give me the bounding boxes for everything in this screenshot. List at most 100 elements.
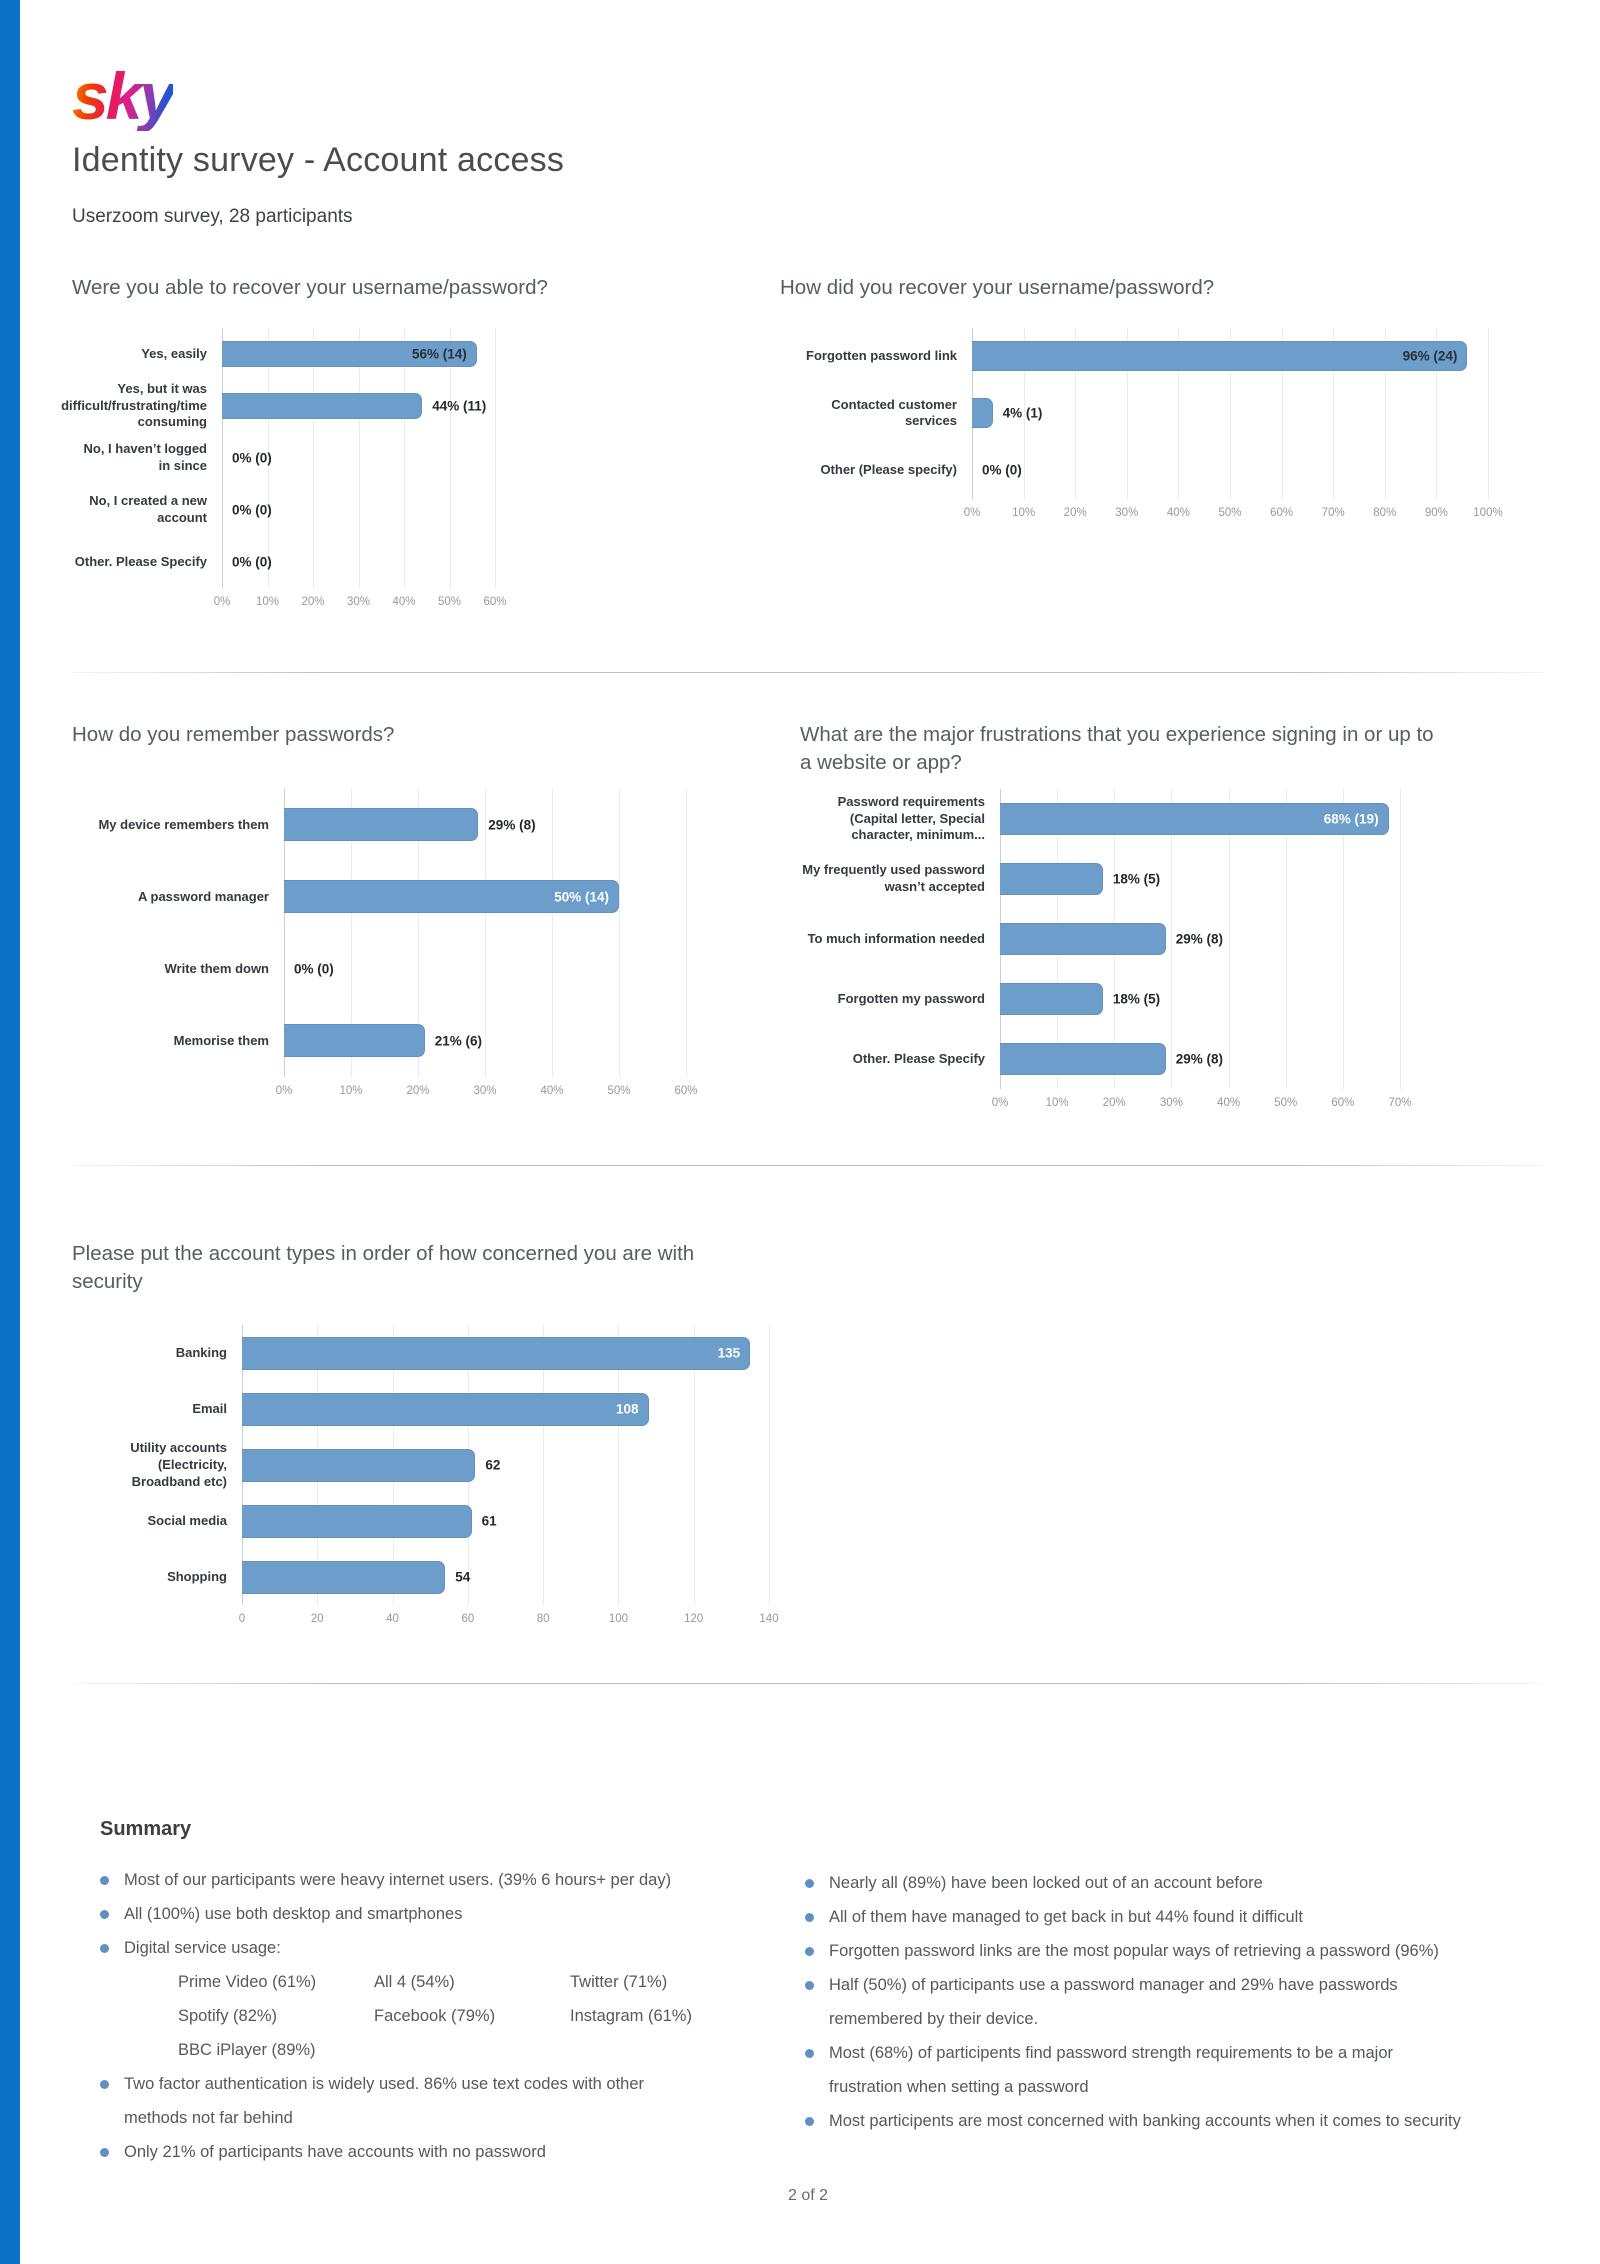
summary-bullet: All (100%) use both desktop and smartpho… bbox=[100, 1897, 805, 1931]
gridline bbox=[1230, 327, 1231, 499]
bullet-text: Only 21% of participants have accounts w… bbox=[124, 2143, 546, 2162]
summary-bullet: Half (50%) of participants use a passwor… bbox=[805, 1968, 1534, 2036]
gridline bbox=[693, 1325, 695, 1606]
usage-item: Prime Video (61%) bbox=[178, 1973, 317, 1992]
bullet-dot-icon bbox=[805, 2117, 814, 2127]
bullet-dot-icon bbox=[805, 1913, 814, 1923]
category-label: Password requirements (Capital letter, S… bbox=[837, 793, 985, 843]
bar bbox=[1000, 802, 1389, 835]
bar bbox=[222, 392, 423, 419]
axis-tick-label: 70% bbox=[1321, 506, 1345, 519]
value-label: 108 bbox=[616, 1401, 639, 1417]
usage-item: Spotify (82%) bbox=[178, 2007, 278, 2026]
bar-row: 50% (14) bbox=[284, 861, 686, 933]
gridline bbox=[313, 327, 314, 588]
bar-row: 18% (5) bbox=[1000, 969, 1400, 1029]
gridline bbox=[222, 327, 223, 588]
value-label: 0% (0) bbox=[232, 502, 272, 518]
gridline bbox=[417, 788, 419, 1077]
gridline bbox=[543, 1325, 545, 1606]
sky-logo: sky bbox=[72, 59, 176, 133]
axis-tick-label: 20% bbox=[301, 595, 325, 608]
bullet-text: Most of our participants were heavy inte… bbox=[124, 1871, 672, 1890]
bar-row: 0% (0) bbox=[222, 484, 495, 536]
axis-tick-label: 30% bbox=[1159, 1096, 1183, 1109]
axis-tick-label: 10% bbox=[1012, 506, 1036, 519]
gridlines bbox=[284, 788, 687, 1077]
bullet-content: Most of our participants were heavy inte… bbox=[124, 1863, 805, 1897]
gridline bbox=[618, 1325, 620, 1606]
axis-tick-label: 60 bbox=[461, 1613, 475, 1626]
bar-row: 0% (0) bbox=[222, 432, 495, 484]
bar-row: 0% (0) bbox=[972, 442, 1488, 499]
bullet-content: Most participents are most concerned wit… bbox=[829, 2104, 1534, 2138]
x-axis: 0% 10% 20% 30% 40% 50% 60% bbox=[214, 595, 507, 616]
axis-tick-label: 30% bbox=[1115, 506, 1139, 519]
axis-tick-label: 30% bbox=[473, 1084, 497, 1097]
gridline bbox=[1281, 327, 1283, 499]
axis-tick-label: 40 bbox=[386, 1613, 399, 1626]
bar-holder: 18% (5) bbox=[1000, 982, 1400, 1015]
category-label: Social media bbox=[147, 1512, 227, 1528]
value-label: 29% (8) bbox=[488, 817, 536, 833]
category-label: Banking bbox=[175, 1344, 227, 1360]
bar-holder: 56% (14) bbox=[222, 340, 495, 367]
axis-tick-label: 50% bbox=[1274, 1096, 1298, 1109]
chart-title: Were you able to recover your username/p… bbox=[72, 276, 548, 300]
plot-rows: 135 108 62 61 54 bbox=[242, 1325, 770, 1606]
x-axis: 0 20 40 60 80 100 120 140 bbox=[239, 1613, 779, 1633]
bar bbox=[242, 1336, 751, 1370]
chart-remember-passwords: How do you remember passwords? My device… bbox=[72, 721, 800, 1117]
x-axis: 0% 10% 20% 30% 40% 50% 60% bbox=[276, 1084, 698, 1105]
chart-canvas: Password requirements (Capital letter, S… bbox=[800, 788, 1544, 1117]
bar bbox=[284, 808, 479, 842]
gridline bbox=[686, 788, 687, 1077]
plot-area: 68% (19) 18% (5) 29% (8) 18% (5) 29% (8) 0% 10… bbox=[992, 788, 1412, 1117]
axis-tick-label: 50% bbox=[437, 595, 462, 608]
category-label: Utility accounts (Electricity, Broadband… bbox=[130, 1439, 227, 1489]
category-labels: Banking Email Utility accounts (Electricit… bbox=[72, 1325, 242, 1605]
bar-holder: 21% (6) bbox=[284, 1024, 686, 1058]
chart-body: Password requirements (Capital letter, S… bbox=[800, 788, 1544, 1117]
bar-holder: 0% (0) bbox=[222, 445, 495, 471]
summary-bullet: Most (68%) of participents find password… bbox=[805, 2036, 1534, 2104]
left-accent-stripe bbox=[0, 0, 20, 2264]
bar-holder: 4% (1) bbox=[972, 398, 1488, 429]
bar bbox=[972, 398, 993, 429]
digital-usage-grid: Prime Video (61%) All 4 (54%) Twitter (71%… bbox=[178, 1965, 805, 2067]
bar bbox=[1000, 1042, 1166, 1075]
axis-tick-label: 80 bbox=[536, 1613, 550, 1626]
axis-tick-label: 40% bbox=[540, 1084, 564, 1097]
axis-tick-label: 80% bbox=[1373, 506, 1397, 519]
category-label: A password manager bbox=[137, 888, 269, 904]
axis-tick-label: 0% bbox=[963, 506, 981, 519]
value-label: 96% (24) bbox=[1402, 348, 1458, 364]
usage-item: All 4 (54%) bbox=[374, 1973, 455, 1992]
category-label: Forgotten password link bbox=[806, 348, 957, 364]
category-label: No, I created a new account bbox=[89, 493, 207, 525]
axis-tick-label: 60% bbox=[483, 595, 507, 608]
plot-area: 56% (14) 44% (11) 0% (0) 0% (0) 0% (0) 0% 10% 2… bbox=[214, 327, 507, 616]
category-label: My frequently used password wasn’t accep… bbox=[802, 862, 985, 894]
bullet-text: All (100%) use both desktop and smartpho… bbox=[124, 1905, 463, 1924]
category-label: Memorise them bbox=[173, 1032, 269, 1048]
value-label: 21% (6) bbox=[434, 1033, 482, 1049]
bar-row: 56% (14) bbox=[222, 328, 495, 380]
summary-right-column: Nearly all (89%) have been locked out of… bbox=[805, 1818, 1534, 2169]
summary-bullet: Most participents are most concerned wit… bbox=[805, 2104, 1534, 2138]
plot-rows: 68% (19) 18% (5) 29% (8) 18% (5) 29% (8) bbox=[1000, 788, 1401, 1089]
bar-row: 68% (19) bbox=[1000, 789, 1400, 849]
section-divider bbox=[72, 671, 1544, 673]
summary-heading: Summary bbox=[100, 1818, 192, 1841]
chart-canvas: Yes, easily Yes, but it was difficult/fru… bbox=[61, 327, 780, 616]
bar-row: 29% (8) bbox=[1000, 909, 1400, 969]
gridline bbox=[1178, 327, 1180, 499]
axis-tick-label: 10% bbox=[1045, 1096, 1069, 1109]
summary-bullet: Digital service usage: Prime Video (61%) A… bbox=[100, 1931, 805, 2067]
bar-holder: 50% (14) bbox=[284, 880, 686, 914]
value-label: 0% (0) bbox=[982, 462, 1022, 478]
usage-item: Twitter (71%) bbox=[570, 1973, 668, 1992]
bar bbox=[284, 1024, 425, 1058]
bullet-text: Forgotten password links are the most po… bbox=[829, 1942, 1439, 1961]
